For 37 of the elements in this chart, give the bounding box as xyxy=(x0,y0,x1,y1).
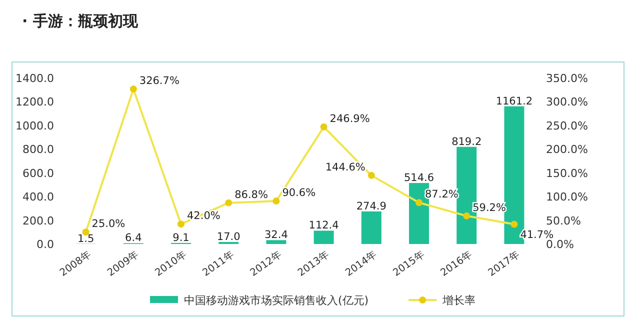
y-tick-label: 0.0 xyxy=(36,238,54,251)
bar xyxy=(314,230,334,244)
chart-title: · 手游：瓶颈初现 xyxy=(22,12,139,30)
data-label: 32.4 xyxy=(264,229,288,242)
y2-tick-label: 200.0% xyxy=(546,143,588,156)
data-label: 326.7% xyxy=(139,75,180,88)
data-label: 25.0% xyxy=(92,218,126,230)
data-label: 246.9% xyxy=(330,112,370,125)
legend-label: 增长率 xyxy=(442,294,476,307)
data-label: 9.1 xyxy=(172,232,190,244)
y-tick-label: 1200.0 xyxy=(16,96,54,109)
y2-tick-label: 150.0% xyxy=(546,166,588,180)
bar xyxy=(361,211,382,244)
data-label: 1161.2 xyxy=(496,95,533,108)
data-label: 17.0 xyxy=(216,230,240,243)
data-label: 90.6% xyxy=(282,187,316,200)
y-tick-label: 200.0 xyxy=(22,214,54,228)
y-tick-label: 800.0 xyxy=(22,143,54,156)
data-label: 274.9 xyxy=(356,200,386,212)
data-label: 112.4 xyxy=(308,220,340,232)
y-tick-label: 400.0 xyxy=(22,190,54,204)
y-tick-label: 1400.0 xyxy=(16,72,54,85)
y2-tick-label: 250.0% xyxy=(546,119,588,132)
y2-tick-label: 100.0% xyxy=(546,190,588,204)
y-tick-label: 1000.0 xyxy=(16,119,54,132)
data-label: 1.5 xyxy=(77,232,94,245)
y2-tick-label: 300.0% xyxy=(546,96,588,109)
bar xyxy=(266,240,286,244)
data-label: 819.2 xyxy=(452,136,482,148)
data-label: 514.6 xyxy=(404,172,434,184)
legend-label: 中国移动游戏市场实际销售收入(亿元) xyxy=(184,294,369,307)
y2-tick-label: 0.0% xyxy=(546,238,574,251)
data-label: 86.8% xyxy=(234,188,268,201)
data-label: 6.4 xyxy=(125,232,142,244)
y2-tick-label: 350.0% xyxy=(546,72,588,85)
y-tick-label: 600.0 xyxy=(22,166,54,180)
y2-tick-label: 50.0% xyxy=(546,214,581,228)
